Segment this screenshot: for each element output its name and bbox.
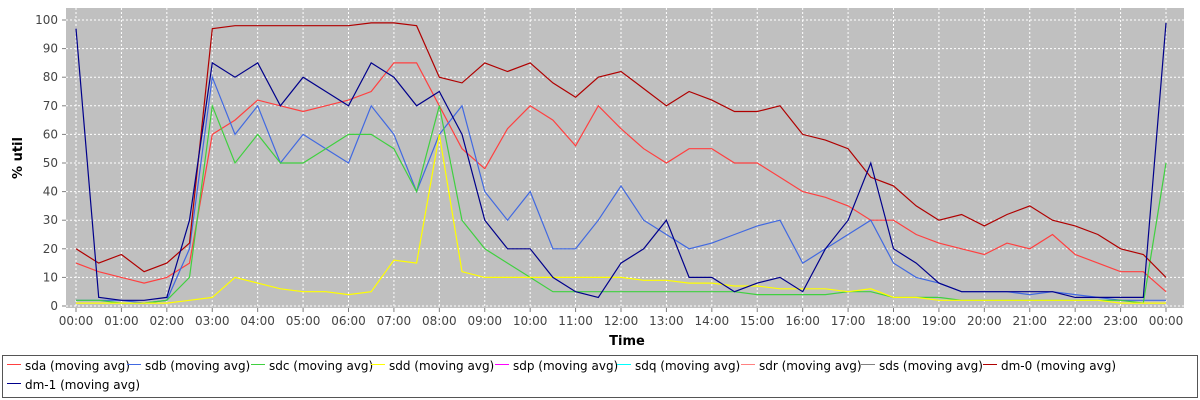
x-axis-label: Time — [609, 334, 645, 349]
legend-item: sdb (moving avg) — [127, 358, 250, 374]
y-tick-label: 70 — [43, 99, 58, 113]
legend-label: sdb (moving avg) — [145, 359, 251, 373]
legend-swatch — [617, 364, 631, 365]
x-tick-label: 01:00 — [104, 314, 139, 328]
gridlines — [66, 8, 1184, 308]
x-tick-label: 23:00 — [1103, 314, 1138, 328]
y-tick-label: 10 — [43, 270, 58, 284]
legend-swatch — [741, 364, 755, 365]
x-tick-label: 00:00 — [1149, 314, 1184, 328]
legend-label: sda (moving avg) — [25, 359, 130, 373]
y-tick-label: 40 — [43, 185, 58, 199]
legend-label: sdq (moving avg) — [635, 359, 741, 373]
y-tick-label: 80 — [43, 70, 58, 84]
legend-item: sdc (moving avg) — [251, 358, 373, 374]
x-tick-label: 04:00 — [240, 314, 275, 328]
legend-swatch — [7, 383, 21, 384]
y-axis: 0 10 20 30 40 50 60 70 80 90 100 — [35, 13, 66, 313]
legend: sda (moving avg) sdb (moving avg) sdc (mov… — [2, 355, 1198, 398]
x-tick-label: 16:00 — [785, 314, 820, 328]
series-line-sda — [75, 62, 1167, 293]
legend-swatch — [495, 364, 509, 365]
series-line-dm-0 — [75, 22, 1167, 278]
y-tick-label: 90 — [43, 42, 58, 56]
legend-swatch — [7, 364, 21, 365]
legend-item: sds (moving avg) — [861, 358, 983, 374]
legend-label: sdc (moving avg) — [269, 359, 374, 373]
legend-label: dm-0 (moving avg) — [1001, 359, 1117, 373]
x-tick-label: 08:00 — [422, 314, 457, 328]
y-tick-label: 30 — [43, 213, 58, 227]
y-tick-label: 0 — [50, 299, 58, 313]
legend-item: dm-0 (moving avg) — [983, 358, 1116, 374]
x-tick-label: 19:00 — [922, 314, 957, 328]
legend-swatch — [371, 364, 385, 365]
x-tick-label: 09:00 — [467, 314, 502, 328]
x-tick-label: 05:00 — [286, 314, 321, 328]
legend-swatch — [127, 364, 141, 365]
x-tick-label: 15:00 — [740, 314, 775, 328]
y-tick-label: 20 — [43, 242, 58, 256]
legend-swatch — [861, 364, 875, 365]
x-tick-label: 06:00 — [331, 314, 366, 328]
x-axis: 00:00 01:00 02:00 03:00 04:00 05:00 06:00 07:00… — [59, 308, 1184, 328]
legend-item: sdr (moving avg) — [741, 358, 862, 374]
x-tick-label: 12:00 — [604, 314, 639, 328]
legend-label: sdd (moving avg) — [389, 359, 495, 373]
legend-swatch — [251, 364, 265, 365]
x-tick-label: 07:00 — [377, 314, 412, 328]
legend-label: dm-1 (moving avg) — [25, 378, 141, 392]
legend-label: sds (moving avg) — [879, 359, 983, 373]
legend-item: sdd (moving avg) — [371, 358, 494, 374]
legend-item: sdp (moving avg) — [495, 358, 618, 374]
legend-item: sda (moving avg) — [7, 358, 130, 374]
legend-swatch — [983, 364, 997, 365]
x-tick-label: 21:00 — [1012, 314, 1047, 328]
series-line-dm-1 — [75, 22, 1167, 301]
x-tick-label: 11:00 — [558, 314, 593, 328]
y-tick-label: 100 — [35, 13, 58, 27]
x-tick-label: 13:00 — [649, 314, 684, 328]
x-tick-label: 03:00 — [195, 314, 230, 328]
legend-item: dm-1 (moving avg) — [7, 377, 140, 393]
chart: 0 10 20 30 40 50 60 70 80 90 100 00:00 01:00 02:00 03… — [11, 8, 1184, 349]
x-tick-label: 02:00 — [150, 314, 185, 328]
plot-area — [66, 8, 1184, 308]
series-line-sdd — [76, 134, 1166, 304]
x-tick-label: 10:00 — [513, 314, 548, 328]
y-tick-label: 60 — [43, 127, 58, 141]
x-tick-label: 17:00 — [831, 314, 866, 328]
series-lines — [75, 22, 1167, 304]
y-axis-label: % util — [11, 137, 26, 179]
legend-label: sdp (moving avg) — [513, 359, 619, 373]
y-tick-label: 50 — [43, 156, 58, 170]
legend-label: sdr (moving avg) — [759, 359, 862, 373]
x-tick-label: 22:00 — [1058, 314, 1093, 328]
x-tick-label: 00:00 — [59, 314, 94, 328]
legend-item: sdq (moving avg) — [617, 358, 740, 374]
x-tick-label: 14:00 — [695, 314, 730, 328]
x-tick-label: 18:00 — [876, 314, 911, 328]
x-tick-label: 20:00 — [967, 314, 1002, 328]
